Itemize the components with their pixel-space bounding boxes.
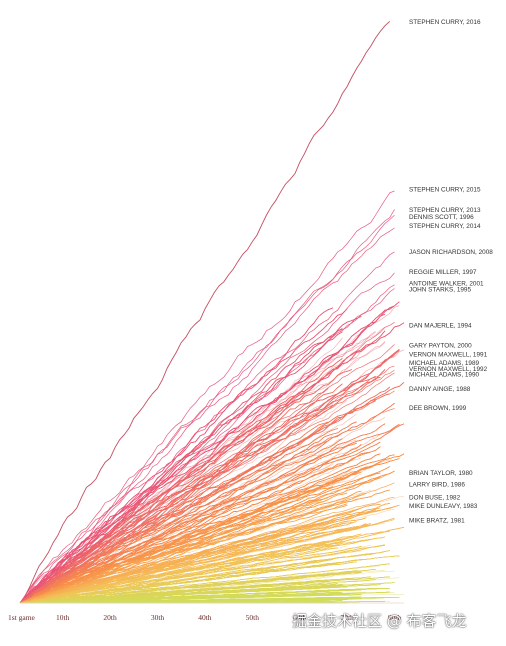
labeled-series-line xyxy=(19,190,395,604)
x-tick-label: 60th xyxy=(293,613,307,622)
x-tick-label: 80th xyxy=(388,613,402,622)
background-series-line xyxy=(19,305,395,604)
background-series-line xyxy=(19,497,329,604)
background-series-line xyxy=(19,515,338,604)
background-series-line xyxy=(19,358,343,604)
background-series-line xyxy=(19,393,390,604)
series-label: GARY PAYTON, 2000 xyxy=(409,343,472,350)
background-series-line xyxy=(19,424,400,604)
labeled-series-line xyxy=(19,344,395,604)
x-tick-label: 40th xyxy=(198,613,212,622)
labeled-series-line xyxy=(19,20,391,604)
labeled-series-line xyxy=(19,251,395,604)
background-series-line xyxy=(19,305,400,604)
background-series-line xyxy=(19,316,362,604)
series-label: BRIAN TAYLOR, 1980 xyxy=(409,470,473,477)
background-series-line xyxy=(19,522,352,604)
background-series-line xyxy=(19,465,376,604)
series-label: STEPHEN CURRY, 2016 xyxy=(409,19,481,26)
background-series-line xyxy=(19,547,338,604)
background-series-line xyxy=(19,438,343,604)
background-series-line xyxy=(19,322,405,604)
background-series-line xyxy=(19,584,343,604)
series-label: REGGIE MILLER, 1997 xyxy=(409,269,477,276)
x-tick-label: 50th xyxy=(246,613,260,622)
background-series-lines xyxy=(19,301,405,604)
labeled-series-line xyxy=(19,288,395,604)
series-label: STEPHEN CURRY, 2014 xyxy=(409,223,481,230)
background-series-line xyxy=(19,330,386,604)
background-series-line xyxy=(19,454,395,604)
background-series-line xyxy=(19,544,386,604)
labeled-series-line xyxy=(19,355,395,604)
labeled-series-line xyxy=(19,390,395,604)
labeled-series-line xyxy=(19,365,395,604)
labeled-series-line xyxy=(19,284,395,604)
x-axis-ticks: 1st game 10th 20th 30th 40th 50th 60th 70th 80th xyxy=(8,613,401,622)
x-tick-label: 20th xyxy=(103,613,117,622)
background-series-line xyxy=(19,596,362,604)
background-series-line xyxy=(19,591,343,604)
labeled-series-line xyxy=(19,227,395,604)
background-series-line xyxy=(19,458,400,604)
background-series-line xyxy=(19,472,381,604)
x-tick-label: 10th xyxy=(56,613,70,622)
series-label: DON BUSE, 1982 xyxy=(409,495,461,502)
labeled-series-line xyxy=(19,506,395,604)
series-label: MICHAEL ADAMS, 1990 xyxy=(409,372,480,379)
series-label: ANTOINE WALKER, 2001 xyxy=(409,281,484,288)
labeled-series-line xyxy=(19,372,395,604)
series-label: STEPHEN CURRY, 2015 xyxy=(409,187,481,194)
x-tick-label: 70th xyxy=(340,613,354,622)
background-series-line xyxy=(19,453,381,604)
series-label: VERNON MAXWELL, 1991 xyxy=(409,351,488,358)
background-series-line xyxy=(19,442,357,604)
series-label: MIKE DUNLEAVY, 1983 xyxy=(409,503,478,510)
background-series-line xyxy=(19,446,381,604)
background-series-line xyxy=(19,570,357,604)
series-label: MICHAEL ADAMS, 1989 xyxy=(409,360,480,367)
background-series-line xyxy=(19,559,329,604)
x-tick-label: 30th xyxy=(151,613,165,622)
labeled-series-line xyxy=(19,519,395,604)
background-series-line xyxy=(19,559,367,604)
background-series-line xyxy=(19,593,352,604)
background-series-line xyxy=(19,444,362,604)
background-series-line xyxy=(19,559,333,604)
background-series-line xyxy=(19,588,385,604)
labeled-series-line xyxy=(19,496,395,604)
series-labels: STEPHEN CURRY, 2016 STEPHEN CURRY, 2015 ST… xyxy=(409,19,493,525)
labeled-series-line xyxy=(19,322,395,604)
series-label: LARRY BIRD, 1986 xyxy=(409,482,465,489)
background-series-line xyxy=(19,504,381,604)
background-series-line xyxy=(19,451,371,604)
series-label: DAN MAJERLE, 1994 xyxy=(409,323,472,330)
background-series-line xyxy=(19,563,390,604)
x-tick-label: 1st game xyxy=(8,613,36,622)
series-label: DENNIS SCOTT, 1996 xyxy=(409,214,474,221)
background-series-line xyxy=(19,403,395,604)
series-label: VERNON MAXWELL, 1992 xyxy=(409,366,488,373)
series-label: STEPHEN CURRY, 2013 xyxy=(409,207,481,214)
labeled-series-line xyxy=(19,272,395,604)
series-label: DANNY AINGE, 1988 xyxy=(409,386,471,393)
labeled-series-line xyxy=(19,470,395,604)
labeled-series-lines xyxy=(19,20,395,604)
series-label: MIKE BRATZ, 1981 xyxy=(409,518,465,525)
background-series-line xyxy=(19,537,352,604)
series-label: JOHN STARKS, 1995 xyxy=(409,286,471,293)
background-series-line xyxy=(19,440,329,604)
background-series-line xyxy=(19,366,338,604)
background-series-line xyxy=(19,369,353,604)
background-series-line xyxy=(19,423,386,604)
background-series-line xyxy=(19,576,371,604)
watermark: 掘金技术社区 @ 布客飞龙 xyxy=(292,612,467,630)
series-label: JASON RICHARDSON, 2008 xyxy=(409,249,493,256)
labeled-series-line xyxy=(19,408,395,604)
series-label: DEE BROWN, 1999 xyxy=(409,405,467,412)
